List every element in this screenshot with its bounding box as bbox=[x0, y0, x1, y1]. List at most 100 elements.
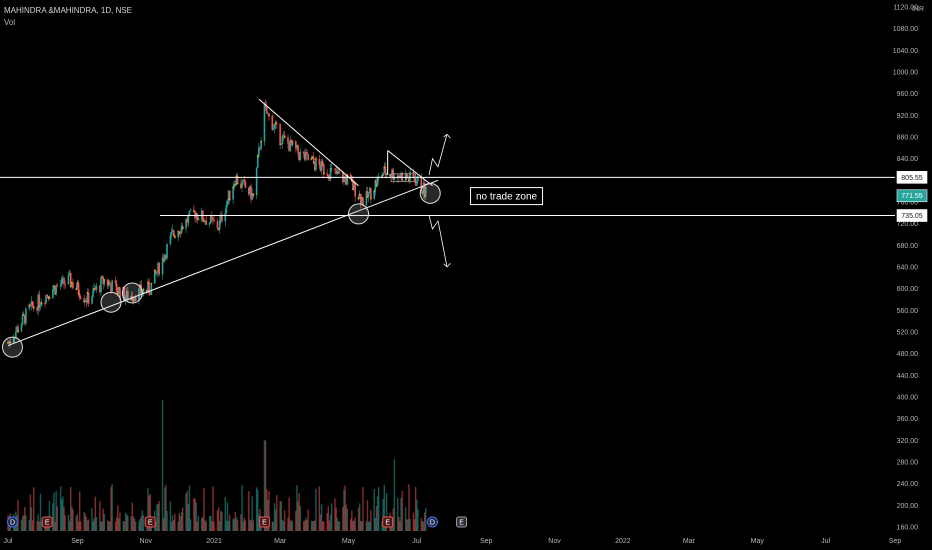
volume-bar bbox=[407, 519, 409, 531]
candle-body bbox=[60, 278, 63, 285]
candle-body bbox=[84, 300, 87, 302]
volume-bar bbox=[338, 521, 341, 531]
candle-body bbox=[76, 282, 79, 290]
candle-body bbox=[382, 173, 384, 176]
candle-body bbox=[124, 297, 127, 301]
volume-bar bbox=[56, 506, 58, 531]
candle-body bbox=[165, 255, 167, 259]
volume-bar bbox=[179, 516, 182, 531]
descending-trendline bbox=[258, 98, 359, 187]
x-tick-label: Nov bbox=[548, 538, 561, 545]
volume-bar bbox=[29, 494, 32, 531]
candle-body bbox=[157, 262, 159, 273]
volume-bar bbox=[299, 506, 302, 531]
candle-body bbox=[95, 285, 98, 290]
x-tick-label: Jul bbox=[412, 538, 421, 545]
volume-bar bbox=[225, 520, 228, 531]
volume-bar bbox=[408, 484, 410, 531]
price-dot bbox=[32, 306, 35, 309]
candle-body bbox=[358, 194, 361, 199]
volume-bar bbox=[202, 516, 204, 531]
earnings-badge bbox=[41, 516, 53, 528]
candle-body bbox=[265, 106, 268, 114]
candle-body bbox=[47, 296, 50, 298]
candle-body bbox=[181, 225, 184, 229]
candle-body bbox=[67, 275, 70, 285]
candle-body bbox=[94, 288, 97, 290]
candle-body bbox=[287, 137, 289, 144]
price-dot bbox=[173, 236, 176, 239]
candle-body bbox=[409, 171, 411, 181]
price-dot bbox=[17, 330, 19, 333]
candle-body bbox=[247, 187, 250, 195]
candle-body bbox=[370, 188, 372, 199]
candle-body bbox=[194, 211, 196, 219]
candle-body bbox=[413, 177, 416, 182]
candle-body bbox=[119, 287, 121, 299]
candle-body bbox=[21, 314, 24, 325]
volume-bar bbox=[370, 510, 372, 531]
volume-bar bbox=[80, 521, 82, 531]
candle-body bbox=[36, 307, 38, 311]
support-price-label: 735.05 bbox=[901, 213, 923, 220]
last-price-label: 771.55 bbox=[901, 193, 923, 200]
volume-bar bbox=[122, 521, 125, 531]
candle-body bbox=[147, 282, 149, 292]
candle-body bbox=[241, 181, 243, 188]
price-dot bbox=[236, 182, 239, 185]
candle-body bbox=[170, 232, 173, 236]
earnings-badge bbox=[382, 516, 394, 528]
candle-body bbox=[29, 305, 32, 307]
volume-bar bbox=[326, 512, 328, 531]
volume-bar bbox=[298, 492, 300, 531]
volume-bar bbox=[93, 518, 95, 531]
volume-bar bbox=[314, 520, 316, 531]
volume-bar bbox=[307, 509, 309, 531]
price-dot bbox=[252, 194, 255, 196]
volume-bar bbox=[311, 521, 314, 531]
candle-body bbox=[337, 170, 340, 174]
volume-bar bbox=[75, 516, 78, 531]
volume-bar bbox=[290, 519, 293, 531]
candle-body bbox=[53, 286, 55, 290]
volume-bar bbox=[39, 493, 42, 531]
x-tick-label: 2022 bbox=[615, 538, 631, 545]
volume-bar bbox=[306, 519, 308, 531]
volume-bar bbox=[272, 521, 275, 531]
candle-body bbox=[329, 168, 332, 180]
earnings-badge-label: E bbox=[148, 520, 153, 527]
candle-body bbox=[177, 231, 180, 238]
candle-body bbox=[225, 204, 228, 213]
dividend-badge bbox=[426, 516, 438, 528]
volume-bar bbox=[353, 520, 355, 531]
volume-bar bbox=[123, 521, 126, 531]
volume-bar bbox=[392, 508, 394, 531]
candle-body bbox=[290, 139, 293, 146]
candle-body bbox=[424, 187, 427, 197]
volume-bar bbox=[397, 498, 399, 531]
volume-bar bbox=[28, 519, 30, 531]
earnings-badge bbox=[144, 516, 156, 528]
candle-body bbox=[188, 210, 191, 216]
candle-body bbox=[417, 176, 419, 182]
candle-body bbox=[376, 177, 379, 186]
volume-bar bbox=[236, 520, 239, 531]
candle-body bbox=[142, 289, 145, 294]
price-dot bbox=[197, 218, 200, 221]
y-tick-label: 1120.00 bbox=[893, 5, 918, 12]
volume-bar bbox=[263, 440, 266, 531]
candle-body bbox=[415, 181, 418, 186]
candle-body bbox=[59, 284, 62, 287]
candle-body bbox=[28, 305, 31, 309]
price-dot bbox=[228, 198, 231, 201]
candle-body bbox=[306, 151, 308, 155]
volume-bar bbox=[194, 498, 196, 531]
candle-body bbox=[212, 217, 214, 220]
candle-body bbox=[17, 326, 19, 332]
candle-body bbox=[383, 166, 386, 174]
volume-bar bbox=[297, 501, 299, 531]
volume-bar bbox=[210, 516, 212, 531]
volume-bar bbox=[224, 496, 226, 531]
candle-body bbox=[314, 162, 316, 170]
